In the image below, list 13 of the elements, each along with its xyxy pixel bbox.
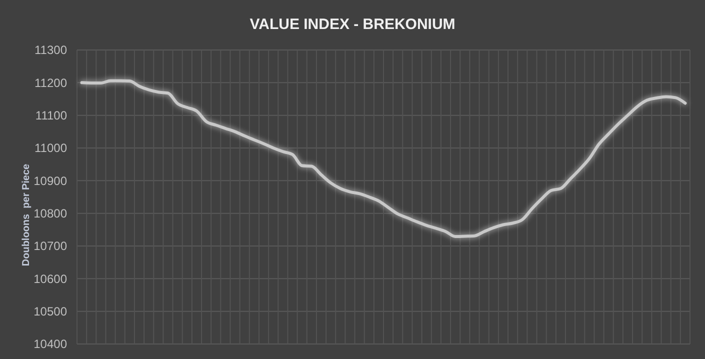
y-tick-label: 10600 (34, 272, 68, 286)
line-series (80, 79, 687, 238)
y-tick-label: 11000 (34, 141, 68, 156)
y-tick-label: 10800 (34, 206, 68, 221)
y-tick-label: 10700 (34, 239, 68, 254)
y-tick-label: 10400 (34, 337, 68, 352)
y-tick-label: 11300 (34, 43, 68, 58)
y-axis-title: Doubloons per Piece (21, 163, 32, 266)
y-tick-label: 11200 (34, 76, 68, 90)
y-tick-label: 11100 (35, 108, 68, 123)
chart-title: VALUE INDEX - BREKONIUM (250, 16, 456, 33)
y-tick-label: 10500 (34, 304, 68, 319)
y-tick-label: 10900 (34, 174, 68, 188)
